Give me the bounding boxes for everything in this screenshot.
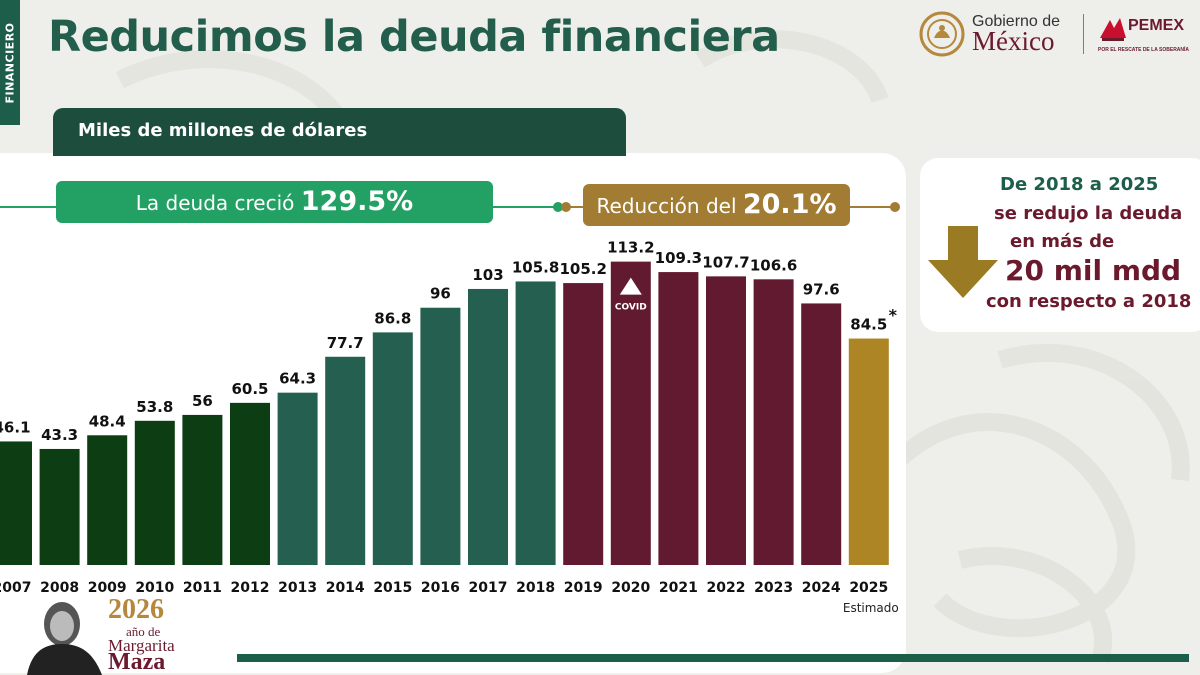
bar-2024 xyxy=(801,303,842,565)
bar-2023 xyxy=(753,279,794,565)
year-label-2018: 2018 xyxy=(516,580,555,596)
value-label-2023: 106.6 xyxy=(750,256,797,274)
year-label-2017: 2017 xyxy=(469,580,508,596)
page-title: Reducimos la deuda financiera xyxy=(48,12,780,62)
chart-subtitle-bar: Miles de millones de dólares xyxy=(53,108,626,156)
year-label-2011: 2011 xyxy=(183,580,222,596)
value-label-2019: 105.2 xyxy=(559,260,606,278)
pemex-logo: PEMEX POR EL RESCATE DE LA SOBERANÍA xyxy=(1096,14,1200,58)
bar-2013 xyxy=(277,392,318,565)
bar-2020 xyxy=(610,261,651,565)
value-label-2022: 107.7 xyxy=(702,253,749,271)
emblem-line-2: Margarita xyxy=(108,636,175,655)
value-label-2020: 113.2 xyxy=(607,239,654,257)
bar-2012 xyxy=(230,402,270,565)
year-label-2009: 2009 xyxy=(88,580,127,596)
year-label-2012: 2012 xyxy=(231,580,270,596)
summary-line-5: con respecto a 2018 xyxy=(986,291,1192,312)
year-label-2007: 2007 xyxy=(0,580,31,596)
bottom-bar xyxy=(237,654,1189,662)
year-label-2022: 2022 xyxy=(707,580,746,596)
summary-line-2: se redujo la deuda xyxy=(994,203,1183,224)
growth-label-value: 129.5% xyxy=(300,186,414,217)
estimate-asterisk: * xyxy=(889,306,898,325)
year-label-2025: 2025 xyxy=(849,580,888,596)
value-label-2012: 60.5 xyxy=(231,380,268,398)
reduction-line-end-dot xyxy=(890,202,900,212)
emblem-line-3: Maza xyxy=(108,649,166,675)
emblem-line-1: año de xyxy=(126,624,161,639)
reduction-label: Reducción del 20.1% xyxy=(583,184,850,226)
year-label-2023: 2023 xyxy=(754,580,793,596)
reduction-label-text: Reducción del xyxy=(596,194,743,218)
bar-2008 xyxy=(39,448,80,565)
bar-chart: 46.1 2007 43.3 2008 48.4 2009 53.8 2010 56 2011 60… xyxy=(0,202,900,615)
year-label-2013: 2013 xyxy=(278,580,317,596)
value-label-2007: 46.1 xyxy=(0,418,31,436)
gobierno-text: Gobierno de xyxy=(972,13,1061,30)
bar-2009 xyxy=(87,435,128,565)
gobierno-mexico-logo: Gobierno de México xyxy=(918,10,1080,60)
summary-amount: 20 mil mdd xyxy=(1005,254,1182,287)
value-label-2010: 53.8 xyxy=(136,398,173,416)
year-label-2014: 2014 xyxy=(326,580,365,596)
value-label-2021: 109.3 xyxy=(655,249,702,267)
reduction-label-value: 20.1% xyxy=(742,189,837,220)
value-label-2014: 77.7 xyxy=(327,334,364,352)
bar-2011 xyxy=(182,414,223,565)
emblem-year: 2026 xyxy=(108,594,164,625)
year-label-2020: 2020 xyxy=(611,580,650,596)
year-label-2015: 2015 xyxy=(373,580,412,596)
section-tab: FINANCIERO xyxy=(0,0,20,125)
pemex-text: PEMEX xyxy=(1128,17,1185,34)
value-label-2016: 96 xyxy=(430,285,451,303)
year-emblem: 2026 año de Margarita Maza xyxy=(22,594,192,675)
bar-2016 xyxy=(420,307,461,565)
mexico-text: México xyxy=(972,26,1055,56)
bar-2021 xyxy=(658,272,699,565)
chart-subtitle: Miles de millones de dólares xyxy=(78,120,368,141)
year-label-2021: 2021 xyxy=(659,580,698,596)
bar-2014 xyxy=(325,356,366,565)
covid-label: COVID xyxy=(615,303,647,313)
growth-label-text: La deuda creció xyxy=(135,191,301,215)
summary-period: De 2018 a 2025 xyxy=(1000,174,1159,195)
summary-line-3: en más de xyxy=(1010,231,1115,252)
covid-triangle-icon xyxy=(619,277,642,295)
growth-label: La deuda creció 129.5% xyxy=(56,181,493,223)
value-label-2008: 43.3 xyxy=(41,426,78,444)
bar-2019 xyxy=(563,283,604,565)
bar-2015 xyxy=(372,332,413,565)
year-label-2019: 2019 xyxy=(564,580,603,596)
value-label-2025: 84.5 xyxy=(850,316,887,334)
value-label-2013: 64.3 xyxy=(279,370,316,388)
logo-divider xyxy=(1083,14,1084,54)
year-label-2016: 2016 xyxy=(421,580,460,596)
pemex-eagle-icon xyxy=(1100,18,1126,41)
estimate-label: Estimado xyxy=(843,601,899,615)
growth-line-end-dot xyxy=(553,202,563,212)
value-label-2011: 56 xyxy=(192,392,213,410)
year-label-2008: 2008 xyxy=(40,580,79,596)
bar-2007 xyxy=(0,441,32,565)
down-arrow-icon xyxy=(928,226,998,298)
value-label-2009: 48.4 xyxy=(89,412,126,430)
bar-2017 xyxy=(468,288,508,565)
pemex-slogan: POR EL RESCATE DE LA SOBERANÍA xyxy=(1098,47,1190,53)
summary-box: De 2018 a 2025 se redujo la deuda en más… xyxy=(920,158,1200,332)
value-label-2015: 86.8 xyxy=(374,309,411,327)
bar-2018 xyxy=(515,281,556,565)
value-label-2017: 103 xyxy=(472,266,503,284)
year-label-2024: 2024 xyxy=(802,580,841,596)
year-label-2010: 2010 xyxy=(135,580,174,596)
value-label-2018: 105.8 xyxy=(512,258,559,276)
bar-2025 xyxy=(848,338,889,565)
national-seal-icon xyxy=(919,11,965,57)
reduction-line-start-dot xyxy=(561,202,571,212)
value-label-2024: 97.6 xyxy=(803,280,840,298)
bar-2010 xyxy=(134,420,175,565)
margarita-maza-portrait xyxy=(27,602,102,675)
bar-2022 xyxy=(706,276,746,565)
